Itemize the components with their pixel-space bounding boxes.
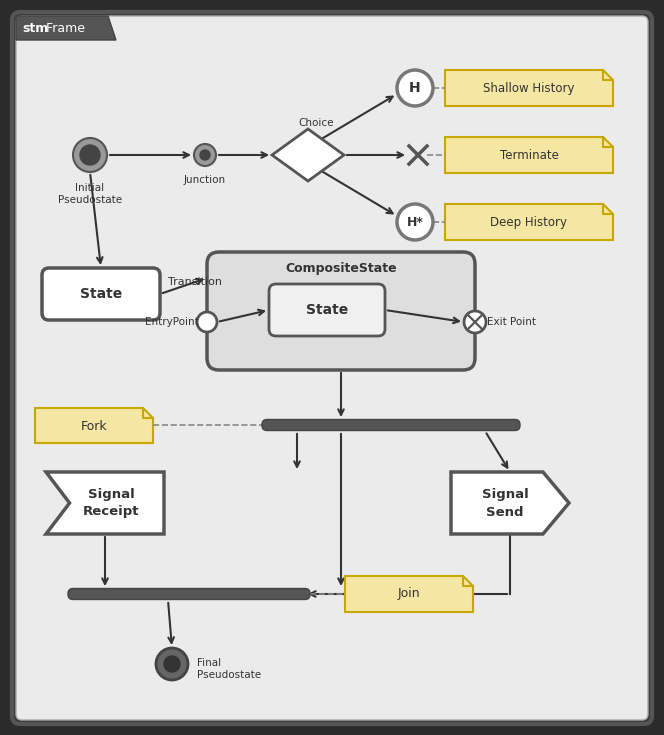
Polygon shape: [445, 137, 613, 173]
Text: State: State: [80, 287, 122, 301]
FancyBboxPatch shape: [42, 268, 160, 320]
Polygon shape: [16, 16, 116, 40]
Polygon shape: [451, 472, 569, 534]
Polygon shape: [345, 576, 473, 612]
Text: Join: Join: [398, 587, 420, 600]
Text: Final
Pseudostate: Final Pseudostate: [197, 659, 261, 680]
Polygon shape: [445, 204, 613, 240]
FancyBboxPatch shape: [12, 12, 652, 724]
Text: EntryPoint: EntryPoint: [145, 317, 199, 327]
Text: Signal: Signal: [481, 487, 529, 501]
FancyBboxPatch shape: [262, 420, 520, 431]
FancyBboxPatch shape: [68, 589, 310, 600]
Circle shape: [73, 138, 107, 172]
Circle shape: [397, 70, 433, 106]
Text: H*: H*: [406, 215, 424, 229]
Text: Signal: Signal: [88, 487, 134, 501]
Circle shape: [397, 204, 433, 240]
Text: Shallow History: Shallow History: [483, 82, 575, 95]
Text: Exit Point: Exit Point: [487, 317, 536, 327]
Circle shape: [200, 150, 210, 160]
Polygon shape: [272, 129, 344, 181]
Polygon shape: [46, 472, 164, 534]
Text: stm: stm: [22, 21, 48, 35]
FancyBboxPatch shape: [207, 252, 475, 370]
Circle shape: [164, 656, 180, 672]
Text: Transition: Transition: [168, 277, 222, 287]
Text: Fork: Fork: [81, 420, 108, 432]
Polygon shape: [445, 70, 613, 106]
FancyBboxPatch shape: [269, 284, 385, 336]
Text: Junction: Junction: [184, 175, 226, 185]
Polygon shape: [35, 408, 153, 443]
Text: Receipt: Receipt: [83, 506, 139, 518]
Circle shape: [464, 311, 486, 333]
Circle shape: [194, 144, 216, 166]
Circle shape: [197, 312, 217, 332]
FancyBboxPatch shape: [16, 16, 648, 720]
Circle shape: [156, 648, 188, 680]
Text: CompositeState: CompositeState: [285, 262, 397, 274]
Text: Send: Send: [486, 506, 524, 518]
Text: Choice: Choice: [298, 118, 334, 128]
Text: Deep History: Deep History: [491, 215, 568, 229]
Text: H: H: [409, 81, 421, 95]
Text: Frame: Frame: [42, 21, 85, 35]
Circle shape: [80, 145, 100, 165]
Text: State: State: [306, 303, 348, 317]
Text: Initial
Pseudostate: Initial Pseudostate: [58, 183, 122, 204]
Text: Terminate: Terminate: [499, 148, 558, 162]
